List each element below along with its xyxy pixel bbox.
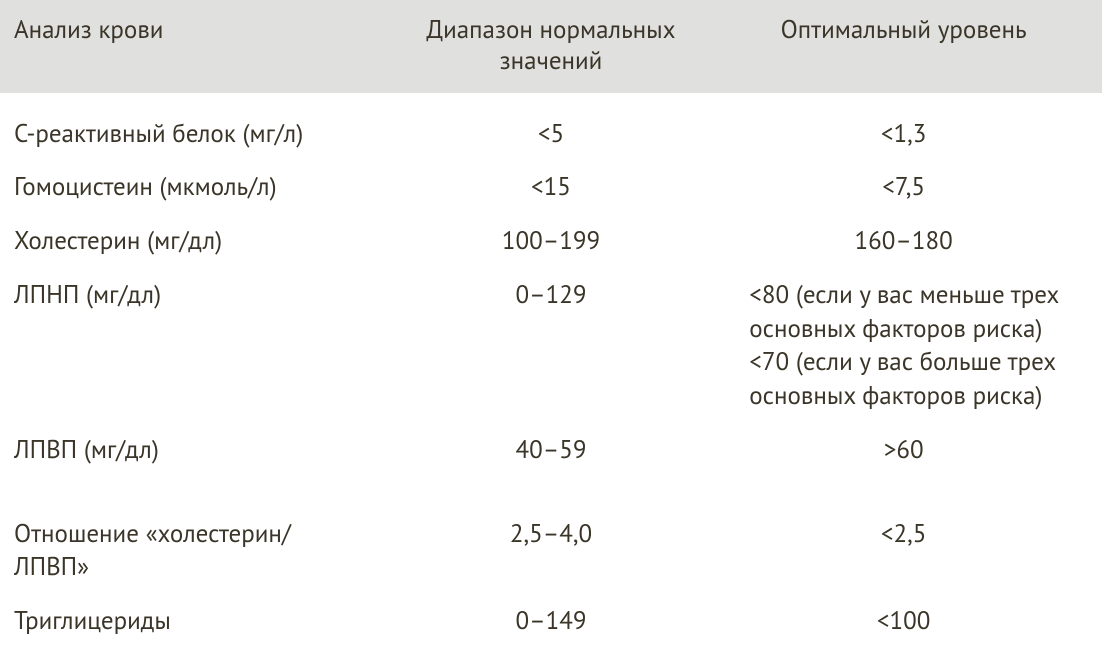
table-row: С-реактивный белок (мг/л)<5<1,3 [0, 93, 1102, 161]
table-row: Триглицериды0–149<100 [0, 594, 1102, 648]
col-header-analysis: Анализ крови [0, 0, 397, 93]
cell-analysis: Триглицериды [0, 594, 397, 648]
cell-range: 40–59 [397, 423, 706, 477]
cell-range: 0–129 [397, 268, 706, 423]
table-row: Холестерин (мг/дл)100–199160–180 [0, 214, 1102, 268]
cell-analysis: ЛПВП (мг/дл) [0, 423, 397, 477]
cell-range: 2,5–4,0 [397, 477, 706, 595]
cell-analysis: С-реактивный белок (мг/л) [0, 93, 397, 161]
cell-optimal: <2,5 [705, 477, 1102, 595]
cell-analysis: Холестерин (мг/дл) [0, 214, 397, 268]
table-row: Отношение «холестерин/ ЛПВП»2,5–4,0<2,5 [0, 477, 1102, 595]
cell-optimal: <7,5 [705, 160, 1102, 214]
cell-range: 0–149 [397, 594, 706, 648]
cell-optimal: 160–180 [705, 214, 1102, 268]
col-header-optimal: Оптимальный уровень [705, 0, 1102, 93]
cell-analysis: ЛПНП (мг/дл) [0, 268, 397, 423]
cell-optimal: <80 (если у вас меньше трех основных фак… [705, 268, 1102, 423]
table-row: Гомоцистеин (мкмоль/л)<15<7,5 [0, 160, 1102, 214]
table-row: ЛПНП (мг/дл)0–129<80 (если у вас меньше … [0, 268, 1102, 423]
col-header-range: Диапазон нормальных значений [397, 0, 706, 93]
cell-optimal: <100 [705, 594, 1102, 648]
cell-analysis: Отношение «холестерин/ ЛПВП» [0, 477, 397, 595]
cell-range: 100–199 [397, 214, 706, 268]
cell-range: <5 [397, 93, 706, 161]
table-header-row: Анализ крови Диапазон нормальных значени… [0, 0, 1102, 93]
table-body: С-реактивный белок (мг/л)<5<1,3Гомоцисте… [0, 93, 1102, 648]
table-row: ЛПВП (мг/дл)40–59>60 [0, 423, 1102, 477]
cell-range: <15 [397, 160, 706, 214]
blood-test-table: Анализ крови Диапазон нормальных значени… [0, 0, 1102, 648]
cell-optimal: <1,3 [705, 93, 1102, 161]
table-header: Анализ крови Диапазон нормальных значени… [0, 0, 1102, 93]
cell-optimal: >60 [705, 423, 1102, 477]
cell-analysis: Гомоцистеин (мкмоль/л) [0, 160, 397, 214]
